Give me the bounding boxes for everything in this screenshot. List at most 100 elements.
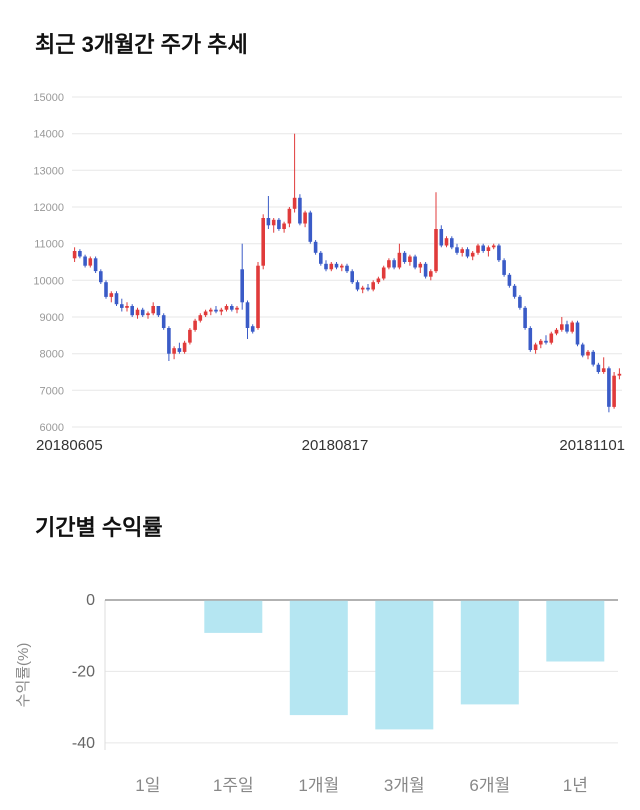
candle-body xyxy=(413,256,417,268)
candle-body xyxy=(580,344,585,356)
candle-body xyxy=(340,265,344,268)
price-candlestick-chart: 6000 7000 8000 9000 10000 11000 12000 13000 1400… xyxy=(33,92,625,454)
x-axis-label-start: 20180605 xyxy=(36,437,103,454)
return-bar xyxy=(289,600,348,716)
candle-body xyxy=(554,329,559,334)
candle-body xyxy=(360,287,365,290)
candle-body xyxy=(334,263,339,268)
candle-body xyxy=(313,241,318,253)
candle-body xyxy=(146,313,150,316)
candle-body xyxy=(271,219,276,226)
candle-body xyxy=(78,251,82,257)
candle-body xyxy=(88,258,93,266)
x-axis-label-end: 20181101 xyxy=(559,437,625,454)
candle-body xyxy=(135,309,140,316)
candle-body xyxy=(167,328,171,354)
candle-body xyxy=(523,307,527,328)
candle-body xyxy=(261,218,265,266)
candle-body xyxy=(434,229,438,272)
y-tick-label: 12000 xyxy=(33,202,64,214)
candle-body xyxy=(140,309,145,316)
candle-body xyxy=(188,329,192,343)
candle-body xyxy=(292,197,297,209)
candle-body xyxy=(423,263,428,277)
y-axis-title: 수익률(%) xyxy=(15,643,32,708)
candle-body xyxy=(371,282,375,290)
candle-body xyxy=(130,306,134,316)
candle-body xyxy=(470,252,475,257)
period-returns-bar-chart: 0 -20 -40 수익률(%) 1일 1주일 1개월 3개월 6개월 1년 xyxy=(15,592,618,795)
candle-body xyxy=(245,302,250,328)
y-tick-label: 8000 xyxy=(40,349,64,361)
candle-body xyxy=(497,245,501,261)
price-chart-title: 최근 3개월간 주가 추세 xyxy=(35,32,248,57)
category-label: 1개월 xyxy=(298,776,339,795)
candle-body xyxy=(397,252,402,268)
candle-body xyxy=(381,267,386,279)
y-tick-label: 9000 xyxy=(40,312,64,324)
candle-body xyxy=(172,348,176,354)
return-bar xyxy=(546,600,605,662)
candle-body xyxy=(177,348,182,352)
candle-body xyxy=(198,315,203,321)
y-tick-label: 15000 xyxy=(33,92,64,104)
candle-body xyxy=(465,249,470,257)
candle-body xyxy=(491,245,496,248)
candle-body xyxy=(539,340,543,345)
y-tick-label: 6000 xyxy=(40,422,64,434)
candle-body xyxy=(591,351,595,365)
candle-body xyxy=(518,296,522,308)
candle-body xyxy=(104,282,108,297)
candle-body xyxy=(596,364,601,372)
candle-body xyxy=(575,322,580,345)
candle-body xyxy=(287,208,292,224)
y-tick-label: -20 xyxy=(72,663,95,680)
candle-body xyxy=(329,263,334,270)
candle-body xyxy=(549,333,554,343)
candle-body xyxy=(481,245,485,251)
candle-body xyxy=(486,247,491,251)
candle-body xyxy=(230,306,234,310)
candle-body xyxy=(120,304,124,308)
candle-body xyxy=(507,274,512,286)
candle-body xyxy=(250,326,255,332)
candle-body xyxy=(266,218,271,226)
candle-body xyxy=(366,287,370,290)
candle-body xyxy=(533,344,538,350)
candle-body xyxy=(72,251,77,259)
candle-body xyxy=(392,260,396,268)
candle-body xyxy=(151,306,155,314)
candle-body xyxy=(601,368,606,372)
y-tick-label: 0 xyxy=(86,592,95,609)
candle-body xyxy=(402,252,407,262)
return-bar xyxy=(375,600,434,730)
category-label: 6개월 xyxy=(469,776,510,795)
candle-body xyxy=(444,238,449,246)
y-tick-label: -40 xyxy=(72,735,95,752)
candle-body xyxy=(161,315,166,328)
candle-body xyxy=(193,320,197,330)
candle-body xyxy=(93,258,98,272)
candle-body xyxy=(182,342,187,352)
candle-body xyxy=(235,307,239,310)
category-label: 1일 xyxy=(135,776,160,795)
candle-body xyxy=(387,260,391,268)
category-label: 1년 xyxy=(563,776,588,795)
candle-body xyxy=(607,368,611,407)
y-tick-label: 13000 xyxy=(33,165,64,177)
y-tick-label: 10000 xyxy=(33,275,64,287)
candle-body xyxy=(282,223,286,229)
candle-body xyxy=(209,309,213,312)
candle-body xyxy=(376,278,381,283)
candle-body xyxy=(450,238,454,248)
y-tick-label: 11000 xyxy=(34,239,64,251)
candle-body xyxy=(219,309,224,312)
candle-body xyxy=(476,245,480,253)
candle-body xyxy=(308,212,313,242)
candle-body xyxy=(156,306,161,316)
candle-body xyxy=(350,271,354,283)
y-tick-label: 14000 xyxy=(33,129,64,141)
candle-body xyxy=(125,306,129,308)
candle-body xyxy=(345,265,349,272)
